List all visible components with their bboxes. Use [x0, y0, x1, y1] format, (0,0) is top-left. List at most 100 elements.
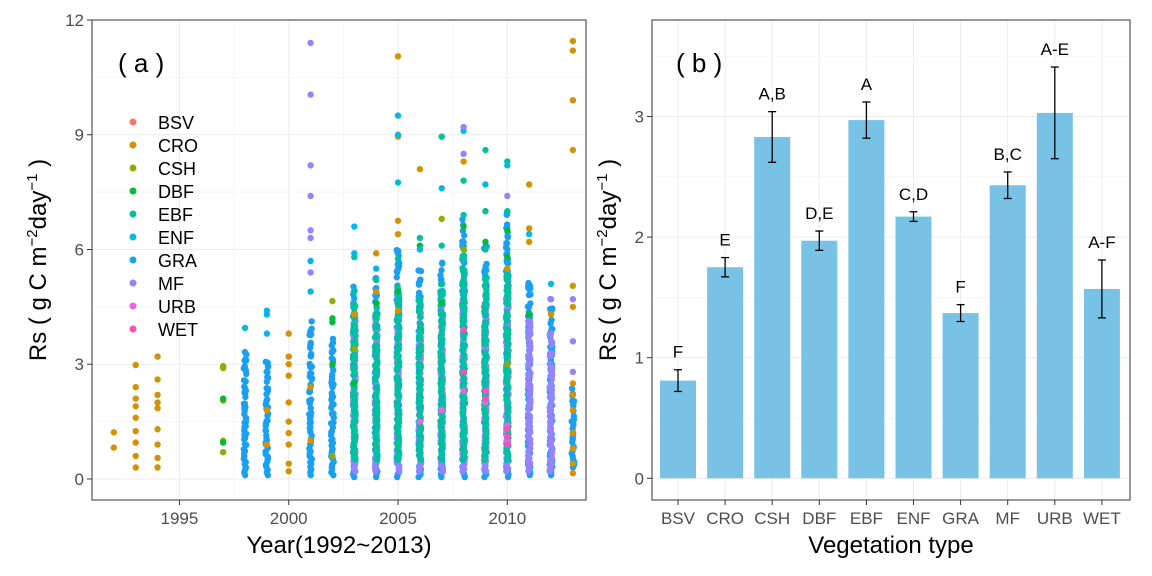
data-point [307, 91, 314, 98]
data-point [525, 311, 533, 318]
data-point [503, 239, 510, 247]
data-point [285, 353, 292, 360]
panel-a-y-axis-title: Rs ( g C m−2day−1 ) [24, 159, 52, 361]
data-point [241, 400, 248, 407]
data-point [460, 232, 468, 239]
data-point [154, 464, 161, 471]
data-point [569, 368, 577, 376]
data-point [132, 439, 139, 446]
data-point [132, 403, 139, 410]
data-point [504, 162, 511, 169]
data-point [307, 341, 314, 349]
bar-cro [707, 267, 744, 479]
panel-b-x-axis-title: Vegetation type [808, 532, 973, 559]
data-point [374, 310, 381, 317]
x-tick-label: DBF [802, 509, 836, 528]
data-point [483, 295, 490, 303]
data-point [285, 361, 292, 368]
data-point [349, 328, 357, 336]
data-point [482, 181, 489, 188]
data-point [373, 404, 381, 412]
panel-a-scatter: 0 3 6 9 12 1995 2000 2005 2010 ( a ) BSV CRO CSH DB… [24, 11, 587, 559]
data-point [482, 146, 489, 154]
data-point [329, 297, 336, 305]
data-point [547, 330, 555, 337]
data-point [482, 420, 489, 427]
data-point [504, 383, 512, 390]
data-point [285, 429, 292, 437]
data-point [569, 97, 577, 104]
data-point [416, 246, 424, 253]
legend-label-dbf: DBF [158, 182, 194, 202]
data-point [350, 390, 357, 397]
legend-key-ebf [129, 210, 137, 218]
data-point [460, 177, 467, 184]
data-point [482, 238, 489, 246]
data-point [350, 323, 358, 330]
data-point [569, 470, 577, 477]
data-point [372, 299, 380, 307]
data-point [461, 352, 468, 359]
data-point [547, 381, 555, 389]
data-point [394, 217, 402, 224]
data-point [241, 324, 249, 332]
data-point [241, 383, 248, 390]
data-point [504, 415, 512, 423]
data-point [307, 288, 314, 295]
y-tick-label: 0 [75, 470, 84, 489]
data-point [132, 464, 139, 471]
data-point [527, 331, 534, 338]
legend-label-gra: GRA [158, 251, 197, 271]
panel-a-x-axis-title: Year(1992~2013) [246, 532, 431, 559]
data-point [132, 414, 139, 421]
data-point [525, 284, 532, 292]
data-point [417, 376, 425, 383]
bar-ebf [848, 120, 885, 479]
legend-key-csh [129, 164, 137, 172]
data-point [263, 311, 271, 318]
data-point [307, 192, 314, 200]
legend-label-urb: URB [158, 297, 196, 317]
data-point [569, 391, 577, 399]
data-point [482, 375, 490, 382]
data-point [307, 352, 315, 359]
data-point [307, 257, 314, 265]
data-point [504, 234, 511, 241]
data-point [285, 441, 292, 448]
data-point [459, 278, 467, 286]
data-point [439, 399, 447, 407]
data-point [285, 372, 292, 379]
bar-csh [754, 136, 791, 479]
data-point [459, 291, 467, 298]
data-point [504, 253, 511, 261]
data-point [394, 131, 402, 138]
y-tick-label: 2 [635, 228, 644, 247]
data-point [263, 441, 271, 448]
data-point [395, 331, 403, 338]
data-point [482, 395, 489, 402]
legend-label-cro: CRO [158, 136, 198, 156]
data-point [503, 316, 510, 323]
legend-label-csh: CSH [158, 159, 196, 179]
data-point [482, 208, 489, 215]
panel-b-border [651, 19, 1131, 501]
data-point [329, 348, 336, 355]
legend-label-ebf: EBF [158, 205, 193, 225]
data-point [307, 370, 315, 377]
data-point [527, 396, 534, 403]
data-point [568, 385, 576, 392]
data-point [460, 368, 467, 376]
data-point [417, 326, 425, 333]
data-point [481, 349, 488, 356]
data-point [460, 344, 468, 351]
data-point [416, 334, 423, 342]
data-point [525, 342, 533, 350]
data-point [548, 401, 555, 408]
significance-label: A [861, 75, 873, 94]
data-point [306, 360, 313, 368]
data-point [547, 280, 555, 288]
data-point [482, 340, 489, 347]
data-point [132, 383, 139, 391]
panel-a-ticks: 0 3 6 9 12 1995 2000 2005 2010 [65, 11, 526, 528]
data-point [262, 427, 269, 434]
